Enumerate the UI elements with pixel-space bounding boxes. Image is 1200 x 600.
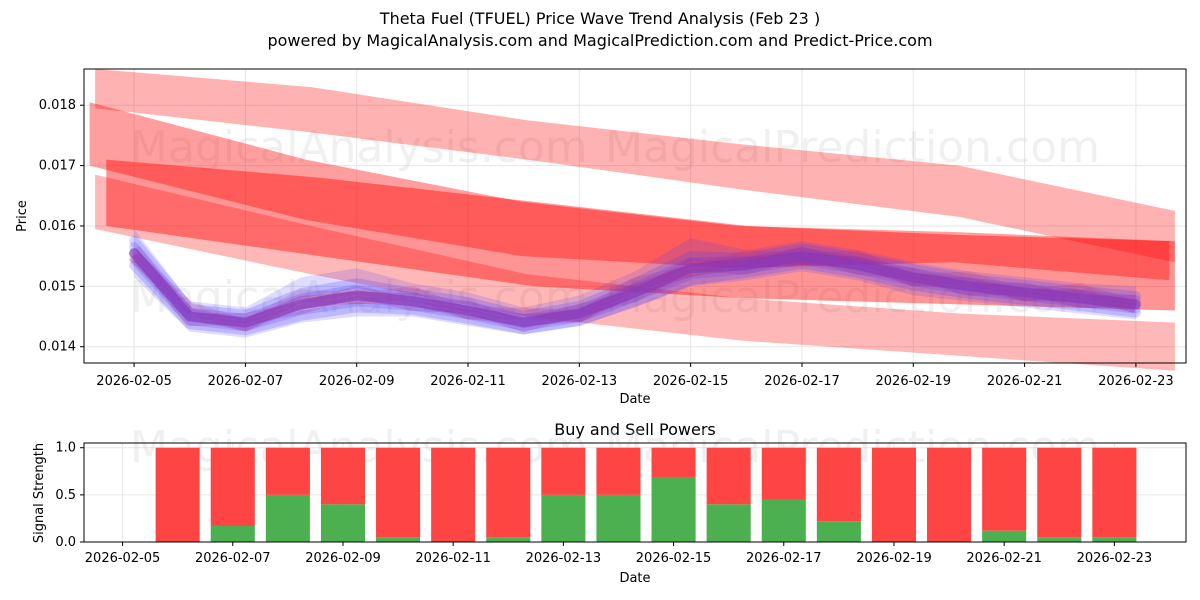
red-band-0 bbox=[95, 69, 1175, 263]
blue-wave-line bbox=[129, 258, 1141, 336]
buy-bar bbox=[210, 525, 255, 542]
price-x-tick-label: 2026-02-19 bbox=[876, 374, 952, 389]
sell-bar bbox=[155, 447, 200, 542]
buy-sell-bars bbox=[155, 447, 1137, 542]
buy-sell-x-tick-label: 2026-02-15 bbox=[636, 551, 712, 566]
chart-subtitle: powered by MagicalAnalysis.com and Magic… bbox=[267, 31, 933, 50]
buy-sell-x-tick-label: 2026-02-07 bbox=[195, 551, 271, 566]
sell-bar bbox=[320, 447, 366, 505]
buy-sell-panel: Buy and Sell Powers MagicalAnalysis.com … bbox=[32, 420, 1187, 586]
sell-bar bbox=[816, 447, 861, 522]
buy-bar bbox=[1037, 537, 1082, 542]
price-y-axis-label: Price bbox=[15, 200, 30, 232]
buy-bar bbox=[320, 504, 366, 542]
buy-sell-x-tick-label: 2026-02-23 bbox=[1077, 551, 1153, 566]
price-x-tick-label: 2026-02-13 bbox=[542, 374, 618, 389]
buy-sell-y-tick-label: 0.5 bbox=[55, 488, 76, 503]
buy-sell-y-ticks: 0.0 0.5 1.0 bbox=[55, 441, 84, 550]
sell-bar bbox=[761, 447, 806, 500]
watermark-prediction: MagicalPrediction.com bbox=[605, 272, 1100, 323]
blue-wave-line bbox=[129, 236, 1141, 321]
buy-sell-x-tick-label: 2026-02-17 bbox=[746, 551, 822, 566]
buy-sell-x-tick-label: 2026-02-21 bbox=[966, 551, 1042, 566]
sell-bar bbox=[1092, 447, 1137, 538]
buy-bar bbox=[596, 494, 641, 542]
sell-bar bbox=[706, 447, 751, 505]
buy-bar bbox=[982, 530, 1027, 542]
buy-sell-x-ticks: 2026-02-05 2026-02-07 2026-02-09 2026-02-11… bbox=[85, 542, 1152, 566]
sell-bar bbox=[486, 447, 531, 538]
buy-bar bbox=[761, 499, 806, 542]
price-panel: MagicalAnalysis.com MagicalPrediction.co… bbox=[15, 68, 1187, 407]
red-band-1 bbox=[89, 102, 1170, 281]
price-bands bbox=[89, 69, 1175, 371]
buy-bar bbox=[376, 537, 421, 542]
buy-bar bbox=[486, 537, 531, 542]
buy-bar bbox=[816, 521, 861, 542]
price-watermarks: MagicalAnalysis.com MagicalPrediction.co… bbox=[130, 122, 1100, 323]
price-x-tick-label: 2026-02-07 bbox=[208, 374, 284, 389]
price-y-tick-label: 0.016 bbox=[39, 219, 76, 234]
sell-bar bbox=[541, 447, 586, 495]
buy-bar bbox=[706, 504, 751, 542]
price-plot-frame bbox=[83, 68, 1187, 364]
buy-sell-y-axis-label: Signal Strength bbox=[32, 443, 47, 543]
price-y-tick-label: 0.014 bbox=[39, 340, 76, 355]
watermark-prediction: MagicalPrediction.com bbox=[605, 122, 1100, 173]
buy-sell-x-axis-label: Date bbox=[619, 571, 650, 586]
wave-center-line bbox=[129, 248, 1141, 328]
blue-wave-envelope bbox=[134, 229, 1136, 338]
sell-bar bbox=[376, 447, 421, 538]
price-y-ticks: 0.014 0.015 0.016 0.017 0.018 bbox=[39, 98, 84, 355]
price-x-tick-label: 2026-02-23 bbox=[1098, 374, 1174, 389]
buy-sell-x-tick-label: 2026-02-05 bbox=[85, 551, 161, 566]
buy-bar bbox=[265, 494, 310, 542]
price-y-tick-label: 0.017 bbox=[39, 159, 76, 174]
sell-bar bbox=[1037, 447, 1082, 538]
sell-bar bbox=[596, 447, 641, 495]
buy-bar bbox=[1092, 537, 1137, 542]
buy-bar bbox=[541, 494, 586, 542]
buy-sell-y-tick-label: 0.0 bbox=[55, 535, 76, 550]
buy-sell-x-tick-label: 2026-02-13 bbox=[526, 551, 602, 566]
buy-sell-y-tick-label: 1.0 bbox=[55, 441, 76, 456]
price-x-tick-label: 2026-02-21 bbox=[987, 374, 1063, 389]
price-grid bbox=[84, 69, 1186, 363]
sell-bar bbox=[431, 447, 476, 542]
buy-sell-x-tick-label: 2026-02-19 bbox=[856, 551, 932, 566]
red-wave-line bbox=[130, 250, 1138, 332]
chart-title: Theta Fuel (TFUEL) Price Wave Trend Anal… bbox=[379, 9, 821, 28]
sell-bar bbox=[210, 447, 255, 526]
sell-bar bbox=[651, 447, 696, 478]
buy-sell-plot-frame bbox=[83, 442, 1187, 543]
buy-sell-title: Buy and Sell Powers bbox=[554, 420, 716, 439]
sell-bar bbox=[871, 447, 917, 542]
price-x-tick-label: 2026-02-15 bbox=[653, 374, 729, 389]
watermark-analysis: MagicalAnalysis.com bbox=[130, 122, 588, 173]
price-x-tick-label: 2026-02-17 bbox=[764, 374, 840, 389]
price-y-tick-label: 0.015 bbox=[39, 279, 76, 294]
price-y-tick-label: 0.018 bbox=[39, 98, 76, 113]
sell-bar bbox=[265, 447, 310, 495]
price-x-tick-label: 2026-02-09 bbox=[319, 374, 395, 389]
buy-bar bbox=[651, 477, 696, 542]
price-x-axis-label: Date bbox=[619, 392, 650, 407]
price-x-tick-label: 2026-02-05 bbox=[96, 374, 172, 389]
price-x-ticks: 2026-02-05 2026-02-07 2026-02-09 2026-02-11… bbox=[96, 363, 1174, 389]
buy-sell-x-tick-label: 2026-02-11 bbox=[415, 551, 491, 566]
sell-bar bbox=[927, 447, 972, 542]
buy-sell-x-tick-label: 2026-02-09 bbox=[305, 551, 381, 566]
red-band-3 bbox=[95, 174, 1175, 371]
sell-bar bbox=[982, 447, 1027, 531]
price-x-tick-label: 2026-02-11 bbox=[430, 374, 506, 389]
